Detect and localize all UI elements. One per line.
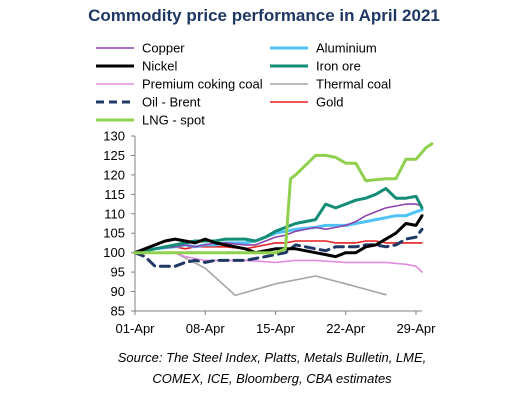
y-tick-label: 105 (103, 226, 125, 241)
source-line-2: COMEX, ICE, Bloomberg, CBA estimates (152, 371, 392, 386)
y-tick-label: 100 (103, 245, 125, 260)
legend-label-thermal-coal: Thermal coal (316, 77, 391, 92)
series-line-oil-brent (133, 227, 424, 268)
series-line-nickel (133, 214, 424, 259)
legend-label-copper: Copper (142, 41, 185, 56)
x-tick-label: 01-Apr (115, 321, 155, 336)
y-tick-label: 130 (103, 129, 125, 144)
x-tick-label: 29-Apr (396, 321, 436, 336)
x-tick-label: 22-Apr (326, 321, 366, 336)
series-line-thermal-coal (134, 251, 387, 297)
y-tick-label: 90 (111, 284, 125, 299)
series-line-premium-coking-coal (134, 251, 423, 273)
legend-label-nickel: Nickel (142, 59, 178, 74)
legend: Copper Aluminium Nickel Iron ore Premium cok… (96, 41, 391, 128)
y-tick-label: 125 (103, 148, 125, 163)
chart-title: Commodity price performance in April 202… (88, 6, 440, 25)
series-lines (133, 142, 434, 297)
y-tick-label: 120 (103, 167, 125, 182)
x-tick-label: 15-Apr (256, 321, 296, 336)
y-tick-label: 95 (111, 265, 125, 280)
source-line-1: Source: The Steel Index, Platts, Metals … (118, 350, 427, 365)
legend-label-lng-spot: LNG - spot (142, 113, 205, 128)
source-note: Source: The Steel Index, Platts, Metals … (118, 350, 427, 386)
legend-label-iron-ore: Iron ore (316, 59, 361, 74)
y-tick-label: 85 (111, 304, 125, 319)
y-tick-label: 110 (104, 206, 125, 221)
series-line-lng-spot (133, 142, 434, 255)
axes: 85 90 95 100 105 110 115 120 125 130 01-Apr 08-Apr 1… (103, 129, 436, 337)
legend-label-gold: Gold (316, 95, 343, 110)
legend-label-aluminium: Aluminium (316, 41, 377, 56)
x-tick-label: 08-Apr (186, 321, 226, 336)
y-tick-label: 115 (104, 187, 125, 202)
legend-label-oil-brent: Oil - Brent (142, 95, 201, 110)
legend-label-premium-coking-coal: Premium coking coal (142, 77, 263, 92)
